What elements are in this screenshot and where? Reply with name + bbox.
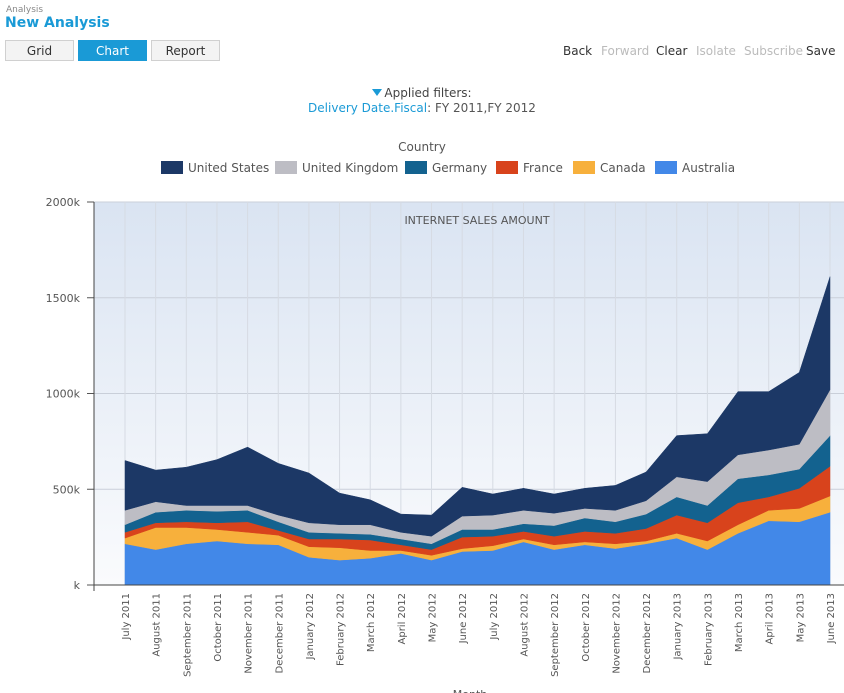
chart-title: INTERNET SALES AMOUNT — [404, 214, 549, 227]
x-tick-label: September 2012 — [550, 593, 561, 677]
filter-separator: : — [427, 101, 435, 115]
area-series-united-states — [124, 276, 831, 537]
legend-swatch-australia — [655, 161, 677, 174]
applied-filters-title: Applied filters: — [384, 86, 472, 100]
x-tick-label: March 2013 — [734, 593, 745, 652]
legend-label-australia: Australia — [682, 161, 736, 175]
filter-values: FY 2011,FY 2012 — [434, 101, 536, 115]
y-tick-label: 1000k — [46, 388, 81, 401]
x-tick-label: April 2012 — [397, 593, 408, 644]
legend-label-united-kingdom: United Kingdom — [302, 161, 399, 175]
x-tick-label: June 2012 — [458, 593, 469, 644]
legend-title: Country — [398, 140, 446, 154]
legend-swatch-france — [496, 161, 518, 174]
back-button[interactable]: Back — [563, 44, 593, 58]
x-tick-label: June 2013 — [826, 593, 837, 644]
save-button[interactable]: Save — [806, 44, 836, 58]
x-tick-label: December 2011 — [274, 593, 285, 673]
subscribe-button[interactable]: Subscribe — [744, 44, 803, 58]
x-tick-label: May 2013 — [795, 593, 806, 642]
x-tick-label: May 2012 — [428, 593, 439, 642]
legend-swatch-united-kingdom — [275, 161, 297, 174]
x-tick-label: September 2011 — [182, 593, 193, 677]
x-tick-label: August 2012 — [519, 593, 530, 657]
y-tick-label: 1500k — [46, 292, 81, 305]
x-tick-label: August 2011 — [152, 593, 163, 657]
legend-label-germany: Germany — [432, 161, 488, 175]
y-tick-label: 2000k — [46, 196, 81, 209]
chart-view-button[interactable]: Chart — [78, 40, 147, 61]
x-tick-label: January 2013 — [673, 593, 684, 661]
filter-funnel-icon — [372, 89, 383, 96]
page-title: New Analysis — [5, 15, 110, 31]
x-tick-label: July 2012 — [489, 593, 500, 641]
x-tick-label: November 2012 — [611, 593, 622, 674]
applied-filters: Applied filters: — [0, 86, 844, 100]
x-tick-label: March 2012 — [366, 593, 377, 652]
breadcrumb: Analysis — [6, 5, 44, 15]
x-tick-label: January 2012 — [305, 593, 316, 661]
isolate-button[interactable]: Isolate — [696, 44, 736, 58]
y-tick-label: 500k — [53, 483, 81, 496]
legend-label-france: France — [523, 161, 563, 175]
y-tick-label: k — [74, 579, 81, 592]
forward-button[interactable]: Forward — [601, 44, 650, 58]
legend-label-canada: Canada — [600, 161, 646, 175]
x-tick-label: July 2011 — [121, 593, 132, 641]
x-tick-label: December 2012 — [642, 593, 653, 673]
x-tick-label: October 2011 — [213, 593, 224, 662]
filter-field-link[interactable]: Delivery Date.Fiscal — [308, 101, 428, 115]
x-tick-label: November 2011 — [244, 593, 255, 674]
x-tick-label: February 2012 — [336, 593, 347, 666]
x-tick-label: October 2012 — [581, 593, 592, 662]
x-tick-label: February 2013 — [703, 593, 714, 666]
filter-details: Delivery Date.Fiscal: FY 2011,FY 2012 — [0, 101, 844, 115]
legend-label-united-states: United States — [188, 161, 270, 175]
x-tick-label: April 2013 — [765, 593, 776, 644]
report-view-button[interactable]: Report — [151, 40, 220, 61]
x-axis-label: Month — [453, 688, 488, 693]
legend-swatch-canada — [573, 161, 595, 174]
legend-swatch-united-states — [161, 161, 183, 174]
legend-swatch-germany — [405, 161, 427, 174]
grid-view-button[interactable]: Grid — [5, 40, 74, 61]
clear-button[interactable]: Clear — [656, 44, 688, 58]
